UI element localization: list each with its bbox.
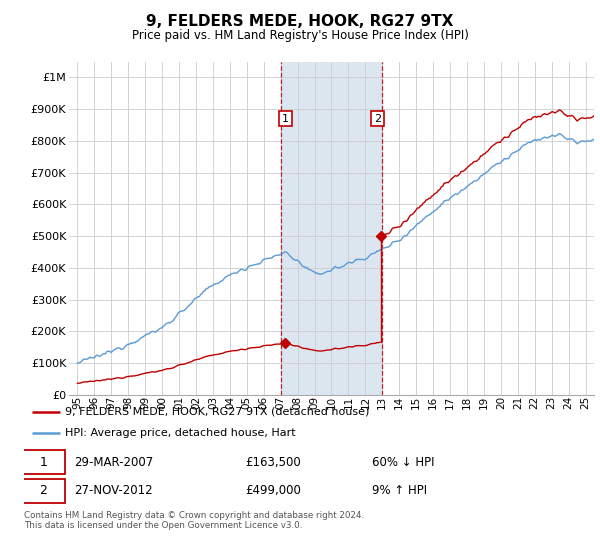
Text: 9, FELDERS MEDE, HOOK, RG27 9TX: 9, FELDERS MEDE, HOOK, RG27 9TX xyxy=(146,14,454,29)
Text: 29-MAR-2007: 29-MAR-2007 xyxy=(74,456,153,469)
FancyBboxPatch shape xyxy=(21,450,65,474)
FancyBboxPatch shape xyxy=(21,479,65,503)
Text: HPI: Average price, detached house, Hart: HPI: Average price, detached house, Hart xyxy=(65,428,296,438)
Text: 9, FELDERS MEDE, HOOK, RG27 9TX (detached house): 9, FELDERS MEDE, HOOK, RG27 9TX (detache… xyxy=(65,407,370,417)
Text: 27-NOV-2012: 27-NOV-2012 xyxy=(74,484,152,497)
Text: 1: 1 xyxy=(40,456,47,469)
Text: £163,500: £163,500 xyxy=(245,456,301,469)
Text: £499,000: £499,000 xyxy=(245,484,301,497)
Text: 60% ↓ HPI: 60% ↓ HPI xyxy=(372,456,434,469)
Bar xyxy=(281,62,382,395)
Text: Contains HM Land Registry data © Crown copyright and database right 2024.
This d: Contains HM Land Registry data © Crown c… xyxy=(24,511,364,530)
Text: 9% ↑ HPI: 9% ↑ HPI xyxy=(372,484,427,497)
Text: Price paid vs. HM Land Registry's House Price Index (HPI): Price paid vs. HM Land Registry's House … xyxy=(131,29,469,42)
Text: 1: 1 xyxy=(282,114,289,124)
Text: 2: 2 xyxy=(374,114,381,124)
Text: 2: 2 xyxy=(40,484,47,497)
